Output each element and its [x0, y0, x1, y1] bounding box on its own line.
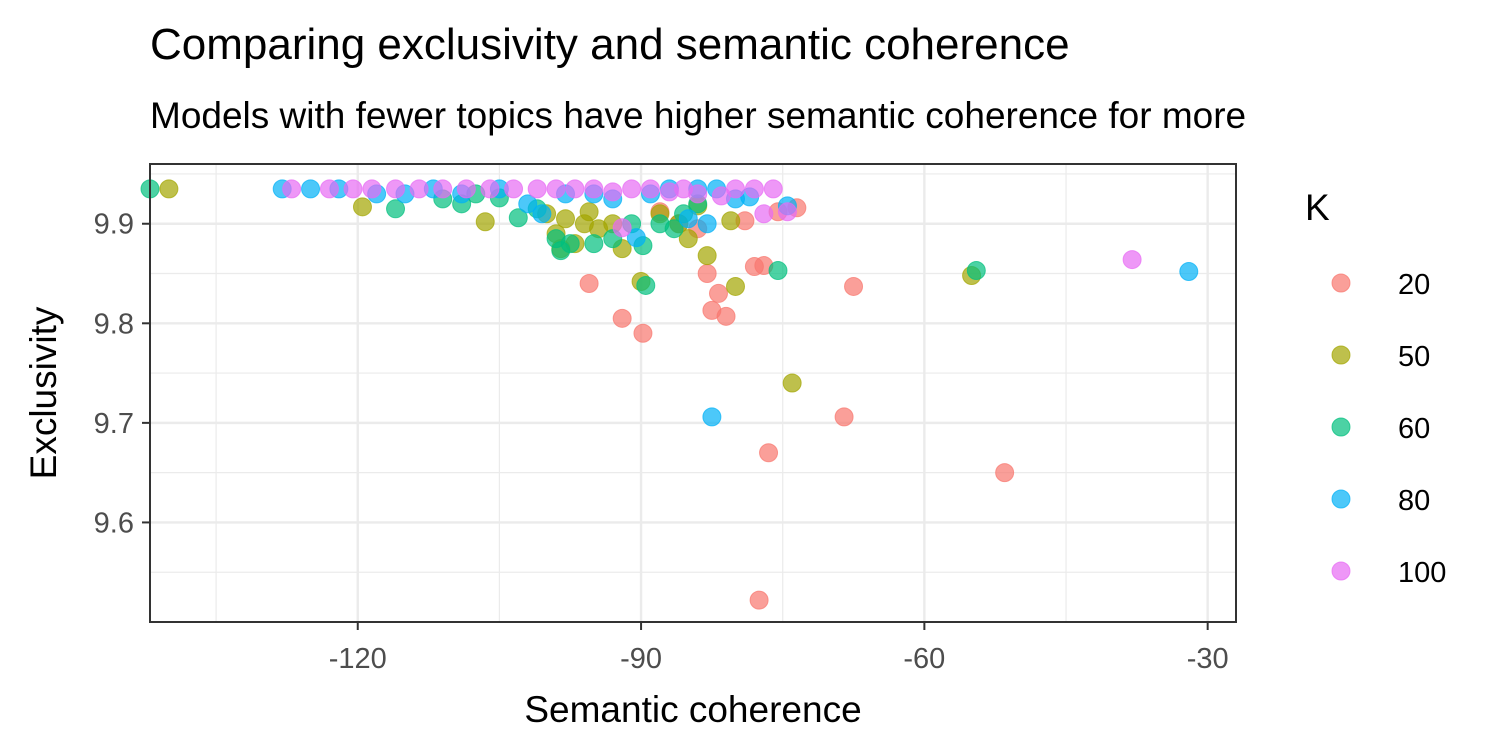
data-point — [688, 184, 708, 204]
data-point — [744, 179, 764, 199]
data-point — [603, 182, 623, 202]
chart-subtitle: Models with fewer topics have higher sem… — [150, 95, 1247, 136]
data-point — [612, 308, 632, 328]
data-point — [721, 211, 741, 231]
data-point — [352, 197, 372, 217]
data-point — [1122, 250, 1142, 270]
data-point — [532, 204, 552, 224]
data-point — [433, 179, 453, 199]
data-point — [565, 179, 585, 199]
data-point — [480, 179, 500, 199]
data-point — [697, 214, 717, 234]
plot-panel-border — [149, 163, 1237, 623]
y-axis-title: Exclusivity — [23, 306, 64, 479]
data-point — [579, 273, 599, 293]
legend-key-20 — [1331, 273, 1351, 293]
data-point — [664, 219, 684, 239]
data-point — [633, 323, 653, 343]
data-point — [763, 179, 783, 199]
data-point — [768, 261, 788, 281]
data-point — [504, 179, 524, 199]
data-point — [697, 246, 717, 266]
data-point — [556, 209, 576, 229]
data-point — [834, 407, 854, 427]
data-point — [584, 179, 604, 199]
y-tick-label: 9.9 — [94, 209, 134, 241]
data-point — [362, 179, 382, 199]
legend-title: K — [1305, 187, 1330, 228]
data-point — [725, 179, 745, 199]
data-point — [612, 218, 632, 238]
data-point — [716, 306, 736, 326]
data-point — [678, 209, 698, 229]
data-point — [966, 261, 986, 281]
data-point — [1179, 262, 1199, 282]
data-point — [301, 179, 321, 199]
data-point — [282, 179, 302, 199]
data-point — [708, 283, 728, 303]
x-tick-label: -60 — [903, 643, 945, 675]
legend-label-50: 50 — [1398, 341, 1430, 373]
data-point — [626, 228, 646, 248]
data-point — [386, 179, 406, 199]
data-point — [622, 179, 642, 199]
x-tick-label: -90 — [620, 643, 662, 675]
data-point — [319, 179, 339, 199]
x-tick-label: -120 — [329, 643, 387, 675]
legend-key-50 — [1331, 345, 1351, 365]
data-point — [527, 179, 547, 199]
data-point — [409, 179, 429, 199]
x-tick-label: -30 — [1187, 643, 1229, 675]
x-axis-title: Semantic coherence — [524, 689, 861, 730]
data-points — [140, 179, 1199, 610]
grid-lines — [150, 164, 1236, 622]
data-point — [749, 590, 769, 610]
x-axis: -120 -90 -60 -30 — [329, 622, 1229, 675]
legend-label-20: 20 — [1398, 269, 1430, 301]
data-point — [754, 204, 774, 224]
y-tick-label: 9.8 — [94, 308, 134, 340]
chart-title: Comparing exclusivity and semantic coher… — [150, 20, 1070, 69]
data-point — [702, 407, 722, 427]
data-point — [508, 208, 528, 228]
data-point — [546, 229, 566, 249]
data-point — [641, 179, 661, 199]
data-point — [579, 202, 599, 222]
data-point — [759, 443, 779, 463]
data-point — [159, 179, 179, 199]
data-point — [343, 179, 363, 199]
y-tick-label: 9.7 — [94, 408, 134, 440]
data-point — [725, 276, 745, 296]
legend-label-80: 80 — [1398, 485, 1430, 517]
data-point — [386, 199, 406, 219]
data-point — [678, 229, 698, 249]
data-point — [697, 264, 717, 284]
legend-key-100 — [1331, 561, 1351, 581]
data-point — [782, 373, 802, 393]
data-point — [584, 234, 604, 254]
data-point — [546, 179, 566, 199]
data-point — [995, 463, 1015, 483]
data-point — [777, 202, 797, 222]
data-point — [844, 276, 864, 296]
legend: K 20 50 60 80 100 — [1305, 187, 1446, 589]
data-point — [518, 194, 538, 214]
legend-key-60 — [1331, 417, 1351, 437]
y-tick-label: 9.6 — [94, 507, 134, 539]
legend-items: 20 50 60 80 100 — [1331, 269, 1446, 589]
data-point — [456, 179, 476, 199]
y-axis: 9.6 9.7 9.8 9.9 — [94, 209, 150, 539]
legend-label-100: 100 — [1398, 557, 1446, 589]
legend-key-80 — [1331, 489, 1351, 509]
data-point — [636, 275, 656, 295]
series-100 — [282, 179, 1142, 270]
legend-label-60: 60 — [1398, 413, 1430, 445]
data-point — [475, 212, 495, 232]
